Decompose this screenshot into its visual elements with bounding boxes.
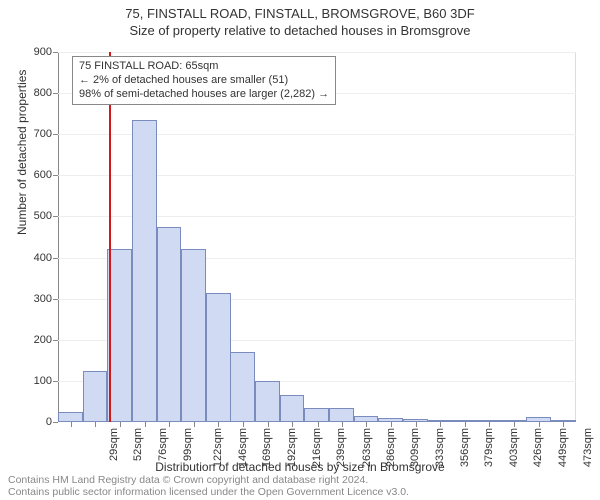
x-tick	[539, 422, 540, 427]
y-axis-line	[58, 52, 59, 422]
x-tick	[95, 422, 96, 427]
y-tick	[53, 299, 58, 300]
y-tick	[53, 381, 58, 382]
annotation-box: 75 FINSTALL ROAD: 65sqm ← 2% of detached…	[72, 56, 336, 105]
histogram-bar	[329, 408, 354, 422]
x-tick-label: 76sqm	[157, 428, 169, 461]
y-tick-label: 600	[34, 169, 52, 181]
x-tick	[218, 422, 219, 427]
y-tick-label: 200	[34, 334, 52, 346]
right-axis-line	[575, 52, 576, 422]
x-tick	[169, 422, 170, 427]
x-tick	[342, 422, 343, 427]
x-tick	[268, 422, 269, 427]
y-tick-label: 0	[46, 416, 52, 428]
x-tick	[292, 422, 293, 427]
y-tick	[53, 134, 58, 135]
grid-line	[58, 52, 576, 53]
y-tick-label: 500	[34, 210, 52, 222]
annotation-line-3: 98% of semi-detached houses are larger (…	[79, 88, 329, 102]
footnote: Contains HM Land Registry data © Crown c…	[8, 474, 409, 498]
annotation-line-1: 75 FINSTALL ROAD: 65sqm	[79, 60, 329, 74]
x-tick-label: 52sqm	[132, 428, 144, 461]
y-tick	[53, 216, 58, 217]
x-tick	[514, 422, 515, 427]
histogram-bar	[58, 412, 83, 422]
histogram-bar	[83, 371, 108, 422]
histogram-bar	[107, 249, 132, 422]
histogram-bar	[132, 120, 157, 422]
x-tick	[440, 422, 441, 427]
x-tick	[71, 422, 72, 427]
x-tick	[465, 422, 466, 427]
y-axis-title: Number of detached properties	[15, 70, 29, 235]
x-tick-label: 29sqm	[108, 428, 120, 461]
y-tick	[53, 93, 58, 94]
histogram-bar	[255, 381, 280, 422]
x-tick	[416, 422, 417, 427]
title-line-1: 75, FINSTALL ROAD, FINSTALL, BROMSGROVE,…	[0, 6, 600, 21]
chart-container: 75, FINSTALL ROAD, FINSTALL, BROMSGROVE,…	[0, 0, 600, 500]
y-tick-label: 400	[34, 252, 52, 264]
footnote-line-1: Contains HM Land Registry data © Crown c…	[8, 474, 409, 486]
y-tick-label: 800	[34, 87, 52, 99]
x-axis-title: Distribution of detached houses by size …	[0, 460, 600, 474]
y-tick	[53, 52, 58, 53]
x-tick	[120, 422, 121, 427]
histogram-bar	[157, 227, 182, 422]
histogram-bar	[181, 249, 206, 422]
x-tick	[145, 422, 146, 427]
title-block: 75, FINSTALL ROAD, FINSTALL, BROMSGROVE,…	[0, 6, 600, 38]
y-tick	[53, 175, 58, 176]
marker-line	[109, 52, 111, 422]
x-tick	[563, 422, 564, 427]
y-tick-label: 700	[34, 128, 52, 140]
annotation-line-2: ← 2% of detached houses are smaller (51)	[79, 74, 329, 88]
x-tick	[243, 422, 244, 427]
histogram-bar	[280, 395, 305, 422]
histogram-bar	[230, 352, 255, 422]
y-tick-label: 100	[34, 375, 52, 387]
y-tick-label: 900	[34, 46, 52, 58]
histogram-bar	[206, 293, 231, 423]
x-tick	[194, 422, 195, 427]
x-tick	[489, 422, 490, 427]
x-tick	[318, 422, 319, 427]
histogram-bar	[304, 408, 329, 422]
y-tick	[53, 422, 58, 423]
x-tick-label: 99sqm	[182, 428, 194, 461]
x-tick	[366, 422, 367, 427]
y-tick	[53, 340, 58, 341]
y-tick	[53, 258, 58, 259]
footnote-line-2: Contains public sector information licen…	[8, 486, 409, 498]
x-tick	[391, 422, 392, 427]
title-line-2: Size of property relative to detached ho…	[0, 23, 600, 38]
plot-area: 010020030040050060070080090029sqm52sqm76…	[58, 52, 576, 422]
y-tick-label: 300	[34, 293, 52, 305]
